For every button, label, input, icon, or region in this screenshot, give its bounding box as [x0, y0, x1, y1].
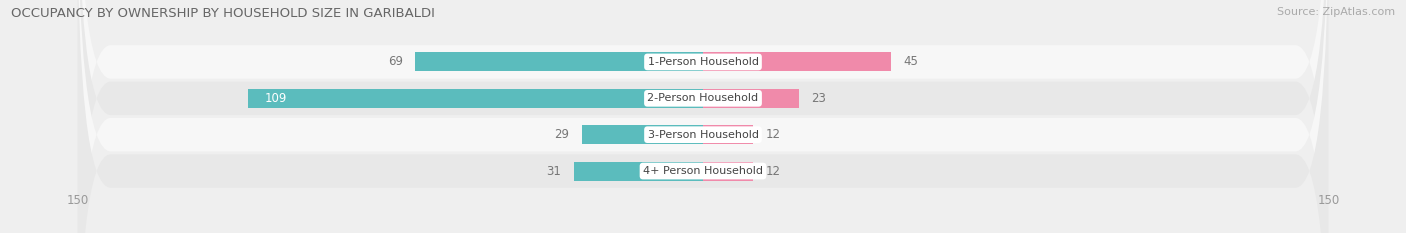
Text: 2-Person Household: 2-Person Household: [647, 93, 759, 103]
Text: OCCUPANCY BY OWNERSHIP BY HOUSEHOLD SIZE IN GARIBALDI: OCCUPANCY BY OWNERSHIP BY HOUSEHOLD SIZE…: [11, 7, 434, 20]
Bar: [249, 89, 703, 108]
Bar: [582, 125, 703, 144]
Bar: [703, 162, 754, 181]
FancyBboxPatch shape: [77, 0, 1329, 233]
Text: 12: 12: [765, 164, 780, 178]
Text: 29: 29: [554, 128, 569, 141]
Text: 4+ Person Household: 4+ Person Household: [643, 166, 763, 176]
Bar: [703, 125, 754, 144]
FancyBboxPatch shape: [77, 0, 1329, 233]
Text: 23: 23: [811, 92, 827, 105]
Bar: [574, 162, 703, 181]
Bar: [703, 52, 891, 71]
FancyBboxPatch shape: [77, 0, 1329, 233]
Text: Source: ZipAtlas.com: Source: ZipAtlas.com: [1277, 7, 1395, 17]
Text: 31: 31: [547, 164, 561, 178]
Text: 12: 12: [765, 128, 780, 141]
Bar: [703, 89, 799, 108]
Text: 3-Person Household: 3-Person Household: [648, 130, 758, 140]
Text: 1-Person Household: 1-Person Household: [648, 57, 758, 67]
Text: 45: 45: [903, 55, 918, 69]
Text: 109: 109: [264, 92, 287, 105]
Bar: [415, 52, 703, 71]
Text: 69: 69: [388, 55, 402, 69]
FancyBboxPatch shape: [77, 0, 1329, 233]
